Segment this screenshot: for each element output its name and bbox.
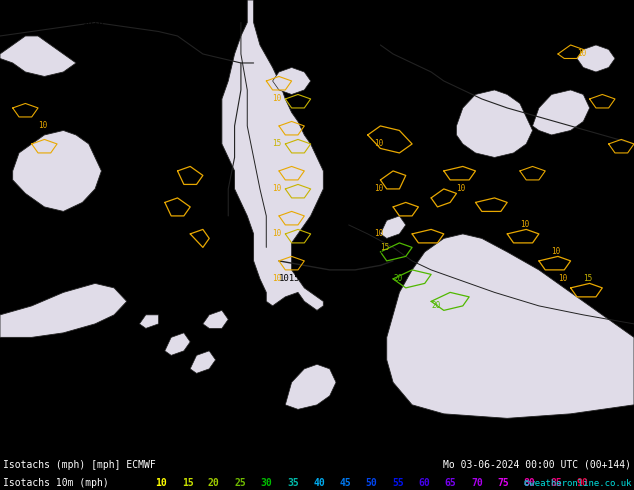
Text: 1010: 1010	[82, 18, 104, 27]
Text: 50: 50	[366, 478, 378, 488]
Text: 35: 35	[287, 478, 299, 488]
Text: Isotachs (mph) [mph] ECMWF: Isotachs (mph) [mph] ECMWF	[3, 460, 155, 470]
Text: 45: 45	[340, 478, 351, 488]
Text: 10: 10	[374, 229, 384, 239]
Text: 10: 10	[558, 274, 567, 283]
Polygon shape	[0, 36, 76, 76]
Polygon shape	[533, 90, 590, 135]
Text: 10: 10	[374, 140, 384, 148]
Text: 10: 10	[577, 49, 586, 58]
Polygon shape	[456, 90, 533, 157]
Polygon shape	[285, 365, 336, 409]
Polygon shape	[0, 283, 127, 337]
Text: 65: 65	[445, 478, 456, 488]
Text: 40: 40	[313, 478, 325, 488]
Text: 1015: 1015	[361, 310, 383, 319]
Polygon shape	[222, 0, 323, 310]
Text: 15: 15	[380, 243, 390, 252]
Text: 70: 70	[471, 478, 483, 488]
Text: 75: 75	[497, 478, 509, 488]
Text: 10: 10	[273, 229, 282, 239]
Text: Isotachs 10m (mph): Isotachs 10m (mph)	[3, 478, 108, 488]
Text: 55: 55	[392, 478, 404, 488]
Text: 15: 15	[583, 274, 593, 283]
Polygon shape	[203, 310, 228, 328]
Text: 10: 10	[374, 184, 384, 194]
Polygon shape	[577, 45, 615, 72]
Text: 15: 15	[273, 140, 282, 148]
Text: 10: 10	[155, 478, 167, 488]
Text: Mo 03-06-2024 00:00 UTC (00+144): Mo 03-06-2024 00:00 UTC (00+144)	[443, 460, 631, 470]
Text: 20: 20	[393, 274, 403, 283]
Text: ©weatheronline.co.uk: ©weatheronline.co.uk	[524, 479, 631, 488]
Text: 1015: 1015	[63, 247, 85, 256]
Text: 10: 10	[552, 247, 561, 256]
Text: 30: 30	[261, 478, 273, 488]
Text: 20: 20	[208, 478, 220, 488]
Text: 10: 10	[273, 95, 282, 103]
Polygon shape	[13, 130, 101, 211]
Text: 10: 10	[456, 184, 466, 194]
Text: 10: 10	[273, 274, 282, 283]
Polygon shape	[190, 351, 216, 373]
Text: 1015: 1015	[361, 247, 383, 256]
Text: 25: 25	[235, 478, 246, 488]
Text: 10: 10	[520, 220, 529, 229]
Polygon shape	[273, 68, 311, 95]
Polygon shape	[387, 234, 634, 418]
Text: 80: 80	[524, 478, 536, 488]
Text: 90: 90	[576, 478, 588, 488]
Text: 60: 60	[418, 478, 430, 488]
Polygon shape	[165, 333, 190, 355]
Text: 15: 15	[181, 478, 193, 488]
Polygon shape	[139, 315, 158, 328]
Text: 20: 20	[431, 301, 441, 310]
Text: 1015: 1015	[279, 274, 301, 283]
Text: 10: 10	[273, 184, 282, 194]
Polygon shape	[380, 216, 406, 239]
Text: 85: 85	[550, 478, 562, 488]
Text: 10: 10	[38, 122, 48, 130]
Text: 1010: 1010	[361, 355, 383, 365]
